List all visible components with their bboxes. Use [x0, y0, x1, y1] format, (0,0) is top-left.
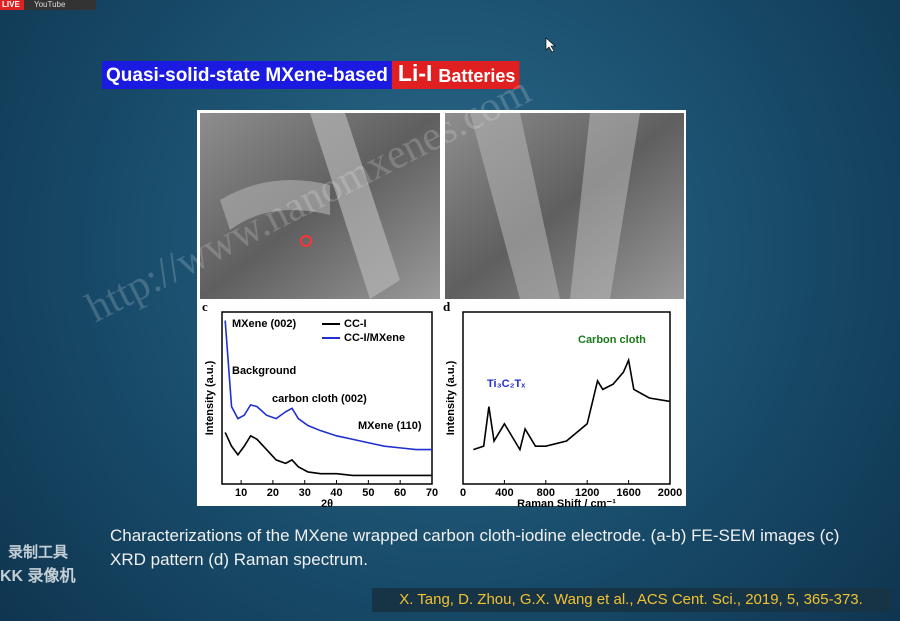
- x-axis-label: 2θ: [321, 498, 333, 510]
- x-tick-label: 40: [330, 487, 342, 499]
- x-tick-label: 10: [235, 487, 247, 499]
- annotation: MXene (110): [358, 420, 422, 432]
- title-bg: [391, 61, 520, 89]
- title-highlight: Li-I: [398, 60, 433, 86]
- annotation: carbon cloth (002): [272, 393, 367, 405]
- x-tick-label: 20: [267, 487, 279, 499]
- watermark: KK 录像机: [0, 566, 76, 585]
- x-tick-label: 70: [426, 487, 438, 499]
- y-axis-label: Intensity (a.u.): [204, 360, 216, 435]
- caption: Characterizations of the MXene wrapped c…: [110, 526, 840, 569]
- series-line: [224, 432, 432, 477]
- x-tick-label: 1600: [616, 487, 640, 499]
- title-end: Batteries: [438, 66, 515, 86]
- live-badge: [0, 0, 24, 10]
- marker: [300, 235, 312, 247]
- fiber: [310, 113, 400, 299]
- fiber: [570, 113, 640, 299]
- live: LIVE: [2, 0, 20, 9]
- x-tick-label: 1200: [575, 487, 599, 499]
- legend-label: CC-I/MXene: [344, 332, 405, 344]
- cursor: [545, 37, 556, 53]
- panel-label: c: [202, 299, 208, 314]
- top-bar: [0, 0, 96, 10]
- annotation: Ti₃C₂Tₓ: [487, 378, 526, 390]
- x-axis-label: Raman Shift / cm⁻¹: [517, 498, 616, 510]
- annotation: Carbon cloth: [578, 334, 646, 346]
- y-axis-label: Intensity (a.u.): [445, 360, 457, 435]
- legend-label: CC-I: [344, 318, 367, 330]
- annotation: Background: [232, 365, 296, 377]
- x-tick-label: 30: [299, 487, 311, 499]
- x-tick-label: 60: [394, 487, 406, 499]
- fiber: [220, 180, 330, 230]
- series-line: [473, 357, 671, 452]
- x-tick-label: 0: [460, 487, 466, 499]
- plot-frame: [221, 311, 433, 485]
- x-tick-label: 400: [495, 487, 513, 499]
- citation: X. Tang, D. Zhou, G.X. Wang et al., ACS …: [372, 588, 890, 612]
- series-line: [224, 320, 432, 451]
- source[interactable]: YouTube: [34, 0, 66, 9]
- x-tick-label: 2000: [658, 487, 682, 499]
- title: Quasi-solid-state MXene-based: [106, 65, 388, 86]
- plot-frame: [462, 311, 671, 485]
- watermark: 录制工具: [8, 543, 68, 561]
- panel-label: d: [443, 299, 451, 314]
- fiber: [470, 113, 560, 299]
- x-tick-label: 50: [362, 487, 374, 499]
- charts: c 10 20 30 40 50 60 70 2θ Intensity (a.u.) CC-I CC-…: [202, 299, 682, 510]
- annotation: MXene (002): [232, 318, 297, 330]
- title-bg: [102, 61, 392, 89]
- x-tick-label: 800: [537, 487, 555, 499]
